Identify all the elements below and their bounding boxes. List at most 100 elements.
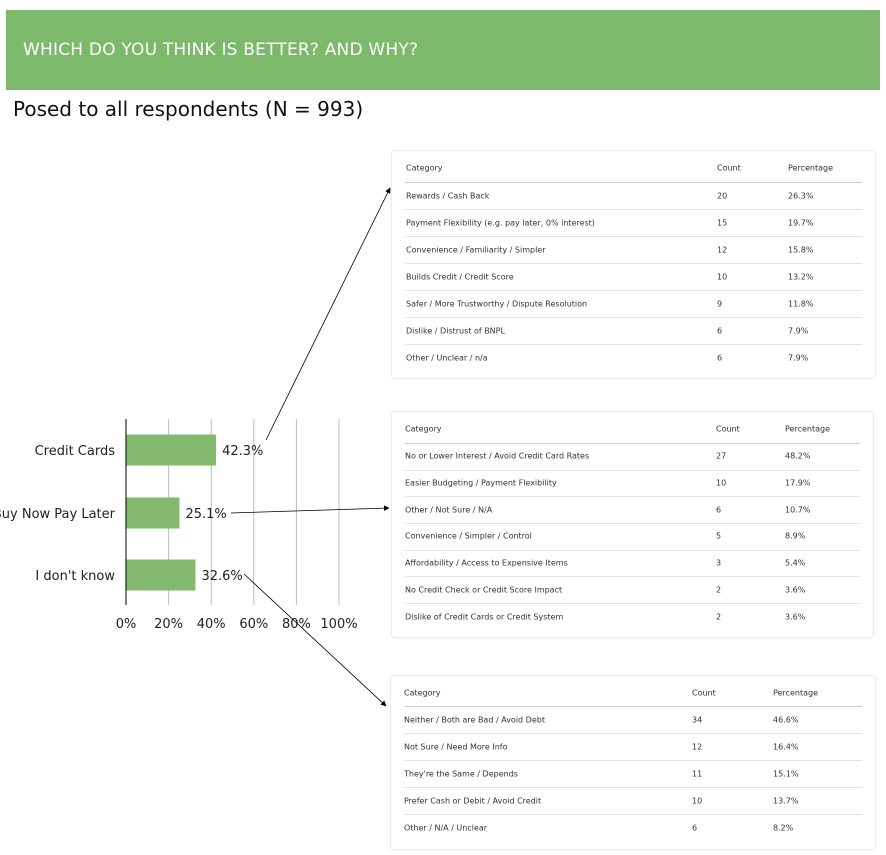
table-cell: Affordability / Access to Expensive Item… [405,558,568,568]
table-cell: 8.9% [785,531,806,541]
value-label: 32.6% [201,569,242,584]
table-cell: Other / Unclear / n/a [406,353,488,362]
table-row: Affordability / Access to Expensive Item… [405,550,860,578]
table-cell: 3.6% [785,612,806,622]
table-cell: 11.8% [788,299,814,308]
table-cell: 13.2% [788,272,814,281]
table-cell: 3.6% [785,585,806,595]
table-row: Prefer Cash or Debit / Avoid Credit 10 13.… [404,787,862,815]
table-cell: 27 [716,451,727,461]
table-cell: 2 [716,612,722,622]
table-cell: Prefer Cash or Debit / Avoid Credit [404,796,542,805]
bar [126,497,180,529]
table-row: Not Sure / Need More Info 12 16.4% [404,733,862,761]
table-cell: 48.2% [785,451,811,461]
table-header-cell: Count [717,163,741,173]
category-label: I don't know [35,569,115,584]
table-cell: 10 [716,478,727,488]
value-label: 42.3% [222,444,263,459]
table-row: No or Lower Interest / Avoid Credit Card… [405,443,860,471]
subtitle: Posed to all respondents (N = 993) [13,97,364,121]
table-cell: Easier Budgeting / Payment Flexibility [405,478,557,488]
table-row: Rewards / Cash Back 20 26.3% [405,182,862,210]
bar [126,434,217,466]
table-cell: 26.3% [788,191,814,200]
table-cell: 20 [717,191,728,200]
table-cell: 10 [692,796,703,805]
table-cell: 3 [716,558,722,568]
table-cell: Convenience / Familiarity / Simpler [406,245,546,254]
table-cell: Other / Not Sure / N/A [405,505,493,515]
table-row: Dislike of Credit Cards or Credit System… [405,603,860,630]
table-cell: 11 [692,769,703,778]
category-label: Credit Cards [35,444,116,459]
table-cell: 5.4% [785,558,806,568]
table-row: Convenience / Familiarity / Simpler 12 15.… [405,236,862,264]
table-cell: 13.7% [773,796,799,805]
table-row: Easier Budgeting / Payment Flexibility 10… [405,470,860,498]
table-cell: They're the Same / Depends [404,769,518,778]
table-header-cell: Count [692,688,716,697]
table-cell: Safer / More Trustworthy / Dispute Resol… [406,299,588,308]
table-cell: Convenience / Simpler / Control [405,531,532,541]
table-cell: Dislike / Distrust of BNPL [406,326,505,335]
connector-arrow [265,187,391,441]
table-cell: 15.1% [773,769,799,778]
table-cell: 9 [717,299,723,308]
table-cell: 6 [692,823,698,832]
connector-arrow [243,573,387,707]
reasons-table-bnpl: Category Count Percentage No or Lower Inter… [391,411,874,638]
table-cell: 15.8% [788,245,814,254]
value-label: 25.1% [185,507,226,522]
table-cell: 12 [717,245,728,254]
table-cell: 46.6% [773,715,799,724]
table-header-cell: Category [404,688,441,697]
table-row: Convenience / Simpler / Control 5 8.9% [405,523,860,551]
table-cell: Payment Flexibility (e.g. pay later, 0% … [406,218,595,227]
table-cell: 6 [717,353,723,362]
table-header-row: Category Count Percentage [404,679,862,707]
table-cell: 6 [717,326,723,335]
table-cell: 10 [717,272,728,281]
table-cell: 8.2% [773,823,794,832]
table-cell: 19.7% [788,218,814,227]
banner-title: WHICH DO YOU THINK IS BETTER? AND WHY? [23,40,419,60]
table-header-cell: Percentage [785,424,831,434]
table-cell: No or Lower Interest / Avoid Credit Card… [405,451,590,461]
table-cell: 7.9% [788,353,809,362]
x-tick-label: 40% [197,617,226,632]
table-cell: 10.7% [785,505,811,515]
table-cell: 17.9% [785,478,811,488]
table-cell: Neither / Both are Bad / Avoid Debt [404,715,545,724]
table-header-row: Category Count Percentage [405,415,860,444]
table-header-cell: Category [406,163,443,173]
table-row: Neither / Both are Bad / Avoid Debt 34 46.… [404,706,862,734]
table-cell: 6 [716,505,722,515]
category-label: Buy Now Pay Later [0,507,116,522]
table-cell: 15 [717,218,728,227]
table-row: They're the Same / Depends 11 15.1% [404,760,862,788]
table-cell: Rewards / Cash Back [406,191,490,200]
table-header-cell: Category [405,424,442,434]
table-cell: No Credit Check or Credit Score Impact [405,585,563,595]
reasons-table-credit-cards: Category Count Percentage Rewards / Cash Ba… [391,150,876,379]
table-row: Payment Flexibility (e.g. pay later, 0% … [405,209,862,237]
bar [126,559,196,591]
x-tick-label: 0% [116,617,137,632]
table-cell: Dislike of Credit Cards or Credit System [405,612,564,622]
table-header-cell: Percentage [773,688,819,697]
table-cell: Not Sure / Need More Info [404,742,508,751]
table-row: Other / Not Sure / N/A 6 10.7% [405,496,860,525]
table-cell: 7.9% [788,326,809,335]
x-tick-label: 60% [239,617,268,632]
table-row: Other / Unclear / n/a 6 7.9% [405,344,862,371]
reasons-table-dont-know: Category Count Percentage Neither / Both ar… [390,675,876,850]
table-row: Dislike / Distrust of BNPL 6 7.9% [405,317,862,345]
table-header-cell: Percentage [788,163,834,173]
table-cell: 12 [692,742,703,751]
x-tick-label: 20% [154,617,183,632]
header-banner: WHICH DO YOU THINK IS BETTER? AND WHY? [6,10,880,90]
table-cell: Builds Credit / Credit Score [406,272,514,281]
table-cell: 34 [692,715,703,724]
table-cell: Other / N/A / Unclear [404,823,488,832]
